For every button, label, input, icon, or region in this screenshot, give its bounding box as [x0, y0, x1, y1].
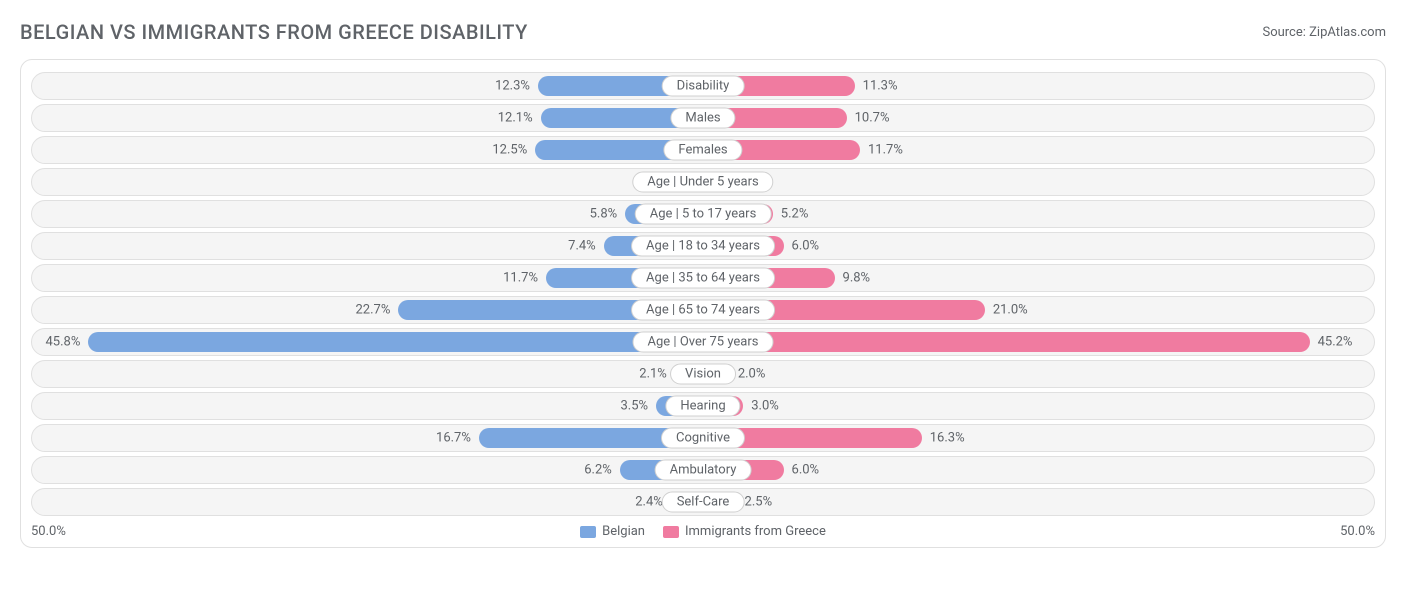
value-right: 11.7%: [868, 143, 903, 158]
value-right: 10.7%: [855, 111, 890, 126]
row-right-half: 10.7%: [703, 105, 1374, 131]
row-right-half: 6.0%: [703, 457, 1374, 483]
category-label: Cognitive: [661, 428, 745, 449]
category-label: Disability: [662, 76, 745, 97]
legend-item-right: Immigrants from Greece: [663, 524, 826, 539]
category-label: Hearing: [665, 396, 740, 417]
bar-row: 12.3% 11.3% Disability: [31, 72, 1375, 100]
legend: Belgian Immigrants from Greece: [580, 524, 826, 539]
row-left-half: 11.7%: [32, 265, 703, 291]
row-left-half: 5.8%: [32, 201, 703, 227]
category-label: Age | 35 to 64 years: [631, 268, 775, 289]
category-label: Age | Under 5 years: [632, 172, 773, 193]
category-label: Vision: [670, 364, 736, 385]
legend-label-left: Belgian: [602, 524, 645, 539]
row-right-half: 16.3%: [703, 425, 1374, 451]
row-right-half: 2.0%: [703, 361, 1374, 387]
category-label: Females: [663, 140, 742, 161]
chart-source: Source: ZipAtlas.com: [1262, 25, 1386, 40]
value-left: 2.4%: [635, 495, 663, 510]
axis-row: 50.0% Belgian Immigrants from Greece 50.…: [31, 524, 1375, 539]
bar-row: 1.4%1.3%Age | Under 5 years: [31, 168, 1375, 196]
legend-label-right: Immigrants from Greece: [685, 524, 826, 539]
value-left: 12.3%: [495, 79, 530, 94]
category-label: Males: [670, 108, 735, 129]
category-label: Age | Over 75 years: [633, 332, 774, 353]
category-label: Age | 5 to 17 years: [635, 204, 772, 225]
value-left: 16.7%: [436, 431, 471, 446]
value-right: 3.0%: [751, 399, 779, 414]
row-left-half: 12.5%: [32, 137, 703, 163]
bar-row: 45.8% 45.2% Age | Over 75 years: [31, 328, 1375, 356]
value-right: 45.2%: [1318, 335, 1353, 350]
bar-left: [88, 332, 703, 352]
legend-item-left: Belgian: [580, 524, 645, 539]
bar-row: 11.7% 9.8% Age | 35 to 64 years: [31, 264, 1375, 292]
bar-row: 5.8% 5.2% Age | 5 to 17 years: [31, 200, 1375, 228]
bar-right: [703, 332, 1310, 352]
row-right-half: 3.0%: [703, 393, 1374, 419]
value-left: 12.5%: [492, 143, 527, 158]
value-left: 45.8%: [46, 335, 81, 350]
chart-title: BELGIAN VS IMMIGRANTS FROM GREECE DISABI…: [20, 20, 528, 44]
row-right-half: 5.2%: [703, 201, 1374, 227]
bar-row: 12.1% 10.7% Males: [31, 104, 1375, 132]
bar-row: 7.4% 6.0% Age | 18 to 34 years: [31, 232, 1375, 260]
row-right-half: 6.0%: [703, 233, 1374, 259]
bar-row: 22.7% 21.0% Age | 65 to 74 years: [31, 296, 1375, 324]
axis-left-label: 50.0%: [31, 524, 66, 539]
category-label: Ambulatory: [655, 460, 752, 481]
value-right: 2.5%: [745, 495, 773, 510]
value-right: 11.3%: [863, 79, 898, 94]
value-right: 16.3%: [930, 431, 965, 446]
row-left-half: 6.2%: [32, 457, 703, 483]
category-label: Age | 18 to 34 years: [631, 236, 775, 257]
row-right-half: 2.5%: [703, 489, 1374, 515]
value-right: 21.0%: [993, 303, 1028, 318]
legend-swatch-right: [663, 526, 679, 538]
row-left-half: 7.4%: [32, 233, 703, 259]
row-right-half: 11.3%: [703, 73, 1374, 99]
value-right: 2.0%: [738, 367, 766, 382]
bar-row: 16.7% 16.3% Cognitive: [31, 424, 1375, 452]
value-right: 9.8%: [843, 271, 871, 286]
value-right: 6.0%: [792, 463, 820, 478]
value-left: 12.1%: [498, 111, 533, 126]
row-right-half: 45.2%: [703, 329, 1374, 355]
value-left: 22.7%: [356, 303, 391, 318]
row-right-half: 1.3%: [703, 169, 1374, 195]
row-left-half: 1.4%: [32, 169, 703, 195]
row-left-half: 16.7%: [32, 425, 703, 451]
value-left: 2.1%: [639, 367, 667, 382]
value-left: 11.7%: [503, 271, 538, 286]
bar-row: 12.5% 11.7% Females: [31, 136, 1375, 164]
row-left-half: 45.8%: [32, 329, 703, 355]
value-right: 6.0%: [792, 239, 820, 254]
value-left: 6.2%: [584, 463, 612, 478]
value-left: 3.5%: [620, 399, 648, 414]
row-right-half: 11.7%: [703, 137, 1374, 163]
bar-row: 6.2% 6.0% Ambulatory: [31, 456, 1375, 484]
rows-container: 12.3% 11.3% Disability 12.1% 10.7% Males 12.5%…: [31, 72, 1375, 516]
value-right: 5.2%: [781, 207, 809, 222]
row-left-half: 3.5%: [32, 393, 703, 419]
chart-header: BELGIAN VS IMMIGRANTS FROM GREECE DISABI…: [20, 20, 1386, 44]
row-left-half: 22.7%: [32, 297, 703, 323]
value-left: 7.4%: [568, 239, 596, 254]
bar-row: 2.4% 2.5%Self-Care: [31, 488, 1375, 516]
row-left-half: 12.1%: [32, 105, 703, 131]
bar-row: 2.1% 2.0%Vision: [31, 360, 1375, 388]
axis-right-label: 50.0%: [1340, 524, 1375, 539]
legend-swatch-left: [580, 526, 596, 538]
row-right-half: 21.0%: [703, 297, 1374, 323]
chart-body: 12.3% 11.3% Disability 12.1% 10.7% Males 12.5%…: [20, 59, 1386, 548]
value-left: 5.8%: [590, 207, 618, 222]
category-label: Self-Care: [662, 492, 745, 513]
row-left-half: 2.4%: [32, 489, 703, 515]
row-left-half: 12.3%: [32, 73, 703, 99]
bar-row: 3.5% 3.0% Hearing: [31, 392, 1375, 420]
row-left-half: 2.1%: [32, 361, 703, 387]
category-label: Age | 65 to 74 years: [631, 300, 775, 321]
row-right-half: 9.8%: [703, 265, 1374, 291]
